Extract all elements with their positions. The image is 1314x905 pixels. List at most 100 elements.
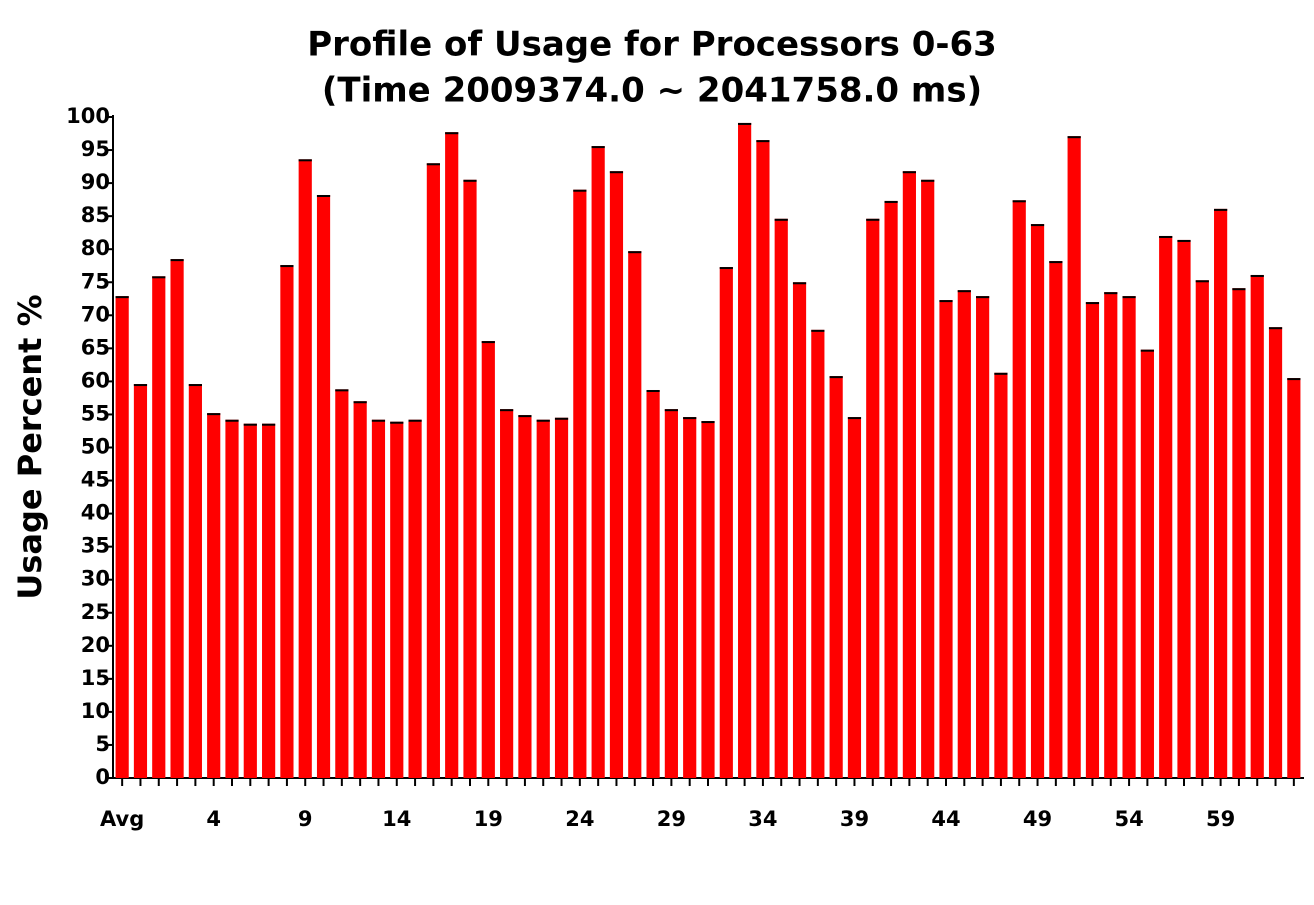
bar	[719, 267, 733, 778]
x-tick-label: 54	[1114, 807, 1143, 831]
x-tick-label: 34	[748, 807, 777, 831]
bar	[829, 376, 843, 778]
y-tick-label: 50	[81, 435, 110, 459]
bar	[1012, 200, 1026, 778]
bar	[115, 296, 129, 778]
bar	[738, 122, 752, 779]
bar	[1049, 261, 1063, 778]
bar	[298, 159, 312, 778]
bar	[1287, 378, 1301, 778]
x-tick-label: 59	[1206, 807, 1235, 831]
x-tick-label: 14	[382, 807, 411, 831]
bar	[445, 132, 459, 778]
bar	[774, 218, 788, 778]
y-axis-label: Usage Percent %	[11, 294, 49, 599]
bar	[188, 384, 202, 778]
bar	[262, 423, 276, 778]
x-tick-label: Avg	[100, 807, 144, 831]
x-tick-label: 4	[206, 807, 221, 831]
bar	[646, 389, 660, 778]
y-tick-label: 60	[81, 368, 110, 392]
bar	[518, 415, 532, 778]
chart-title: Profile of Usage for Processors 0-63	[307, 25, 997, 65]
bar	[353, 401, 367, 778]
bar	[426, 163, 440, 778]
y-tick-label: 65	[81, 335, 110, 359]
bar	[316, 194, 331, 779]
bar	[811, 329, 825, 778]
bar	[152, 276, 166, 778]
bar	[1104, 292, 1118, 778]
bar	[994, 372, 1008, 778]
x-tick-label: 39	[840, 807, 869, 831]
y-tick-label: 95	[81, 137, 110, 161]
bar	[939, 300, 953, 778]
y-tick-label: 0	[95, 765, 110, 789]
chart-subtitle: (Time 2009374.0 ~ 2041758.0 ms)	[322, 71, 982, 111]
bar	[664, 409, 678, 778]
bar	[573, 189, 587, 778]
x-tick-label: 24	[565, 807, 594, 831]
bar	[1214, 208, 1228, 778]
bar	[609, 171, 624, 778]
y-tick-label: 55	[81, 401, 110, 425]
bar	[756, 140, 770, 778]
bar	[884, 200, 898, 778]
bar	[591, 146, 605, 779]
bar	[243, 423, 257, 778]
bar	[408, 419, 422, 778]
y-tick-label: 20	[81, 633, 110, 657]
y-tick-label: 90	[81, 170, 110, 194]
y-tick-label: 15	[81, 666, 110, 690]
y-tick-label: 35	[81, 534, 110, 558]
bar	[976, 296, 990, 778]
bar	[1232, 288, 1246, 778]
y-tick-label: 80	[81, 236, 110, 260]
bar	[1122, 296, 1136, 778]
bar	[1159, 235, 1173, 779]
bar	[902, 171, 916, 778]
bar	[628, 251, 642, 779]
bar	[207, 413, 221, 778]
bar	[554, 417, 569, 778]
bar	[280, 265, 294, 779]
bar	[1085, 302, 1100, 778]
bar	[1177, 239, 1191, 779]
y-tick-label: 75	[81, 269, 110, 293]
bar	[335, 389, 349, 778]
y-tick-label: 100	[66, 104, 110, 128]
bar	[1268, 327, 1283, 778]
bar	[371, 419, 386, 778]
bar	[1250, 274, 1264, 778]
x-tick-label: 49	[1023, 807, 1052, 831]
bar	[1195, 280, 1209, 778]
x-tick-label: 9	[298, 807, 313, 831]
bar	[133, 384, 148, 778]
y-tick-label: 25	[81, 600, 110, 624]
bar	[957, 290, 971, 778]
x-tick-label: 29	[657, 807, 686, 831]
bar	[536, 419, 550, 778]
y-tick-label: 30	[81, 567, 110, 591]
x-tick-label: 44	[931, 807, 960, 831]
bar	[481, 341, 495, 778]
bar	[847, 417, 862, 778]
bar	[866, 218, 880, 778]
bar	[500, 409, 514, 778]
bar	[1030, 224, 1045, 778]
y-tick-label: 40	[81, 501, 110, 525]
bar	[683, 417, 697, 778]
y-tick-label: 70	[81, 302, 110, 326]
y-tick-label: 5	[95, 732, 110, 756]
bar	[792, 282, 807, 778]
bar	[390, 421, 404, 778]
bar	[921, 179, 935, 779]
bar	[225, 419, 239, 778]
bar	[1140, 349, 1154, 778]
bar	[701, 421, 715, 778]
x-tick-label: 19	[474, 807, 503, 831]
bar	[1067, 136, 1081, 778]
bar	[463, 179, 477, 779]
